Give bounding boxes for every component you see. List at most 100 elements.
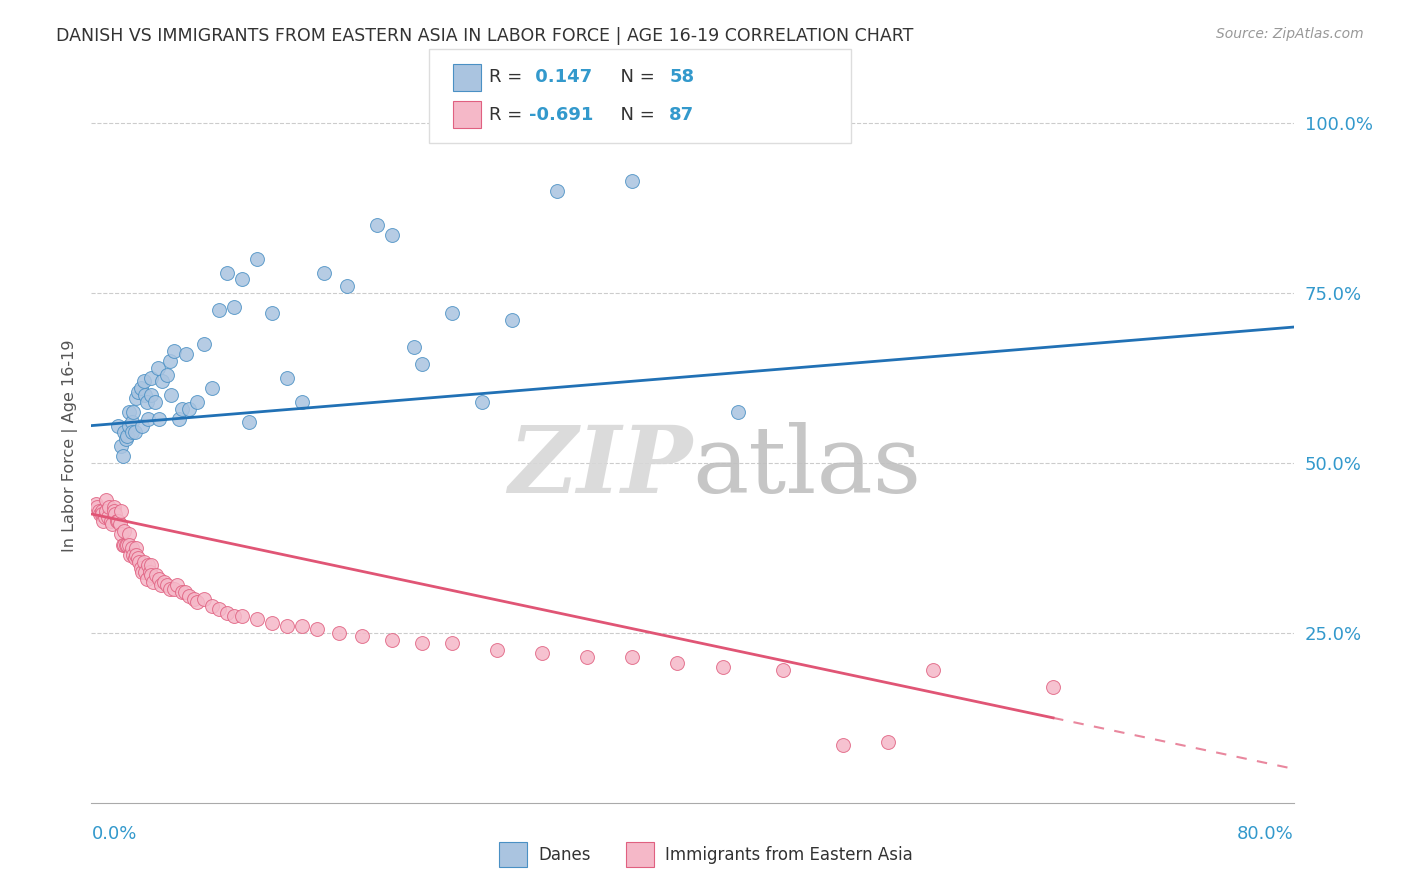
Point bbox=[440, 636, 463, 650]
Point bbox=[276, 619, 298, 633]
Text: DANISH VS IMMIGRANTS FROM EASTERN ASIA IN LABOR FORCE | AGE 16-19 CORRELATION CH: DANISH VS IMMIGRANTS FROM EASTERN ASIA I… bbox=[56, 27, 914, 45]
Point bbox=[193, 337, 215, 351]
Point bbox=[183, 591, 205, 606]
Point bbox=[155, 368, 177, 382]
Point bbox=[166, 578, 188, 592]
Point bbox=[208, 602, 231, 616]
Point bbox=[246, 612, 269, 626]
Point bbox=[727, 405, 749, 419]
Point bbox=[132, 555, 155, 569]
Point bbox=[138, 558, 160, 572]
Point bbox=[501, 313, 523, 327]
Point bbox=[238, 415, 260, 429]
Point bbox=[163, 343, 186, 358]
Point bbox=[177, 401, 200, 416]
Point bbox=[186, 595, 208, 609]
Text: Danes: Danes bbox=[538, 846, 591, 863]
Point bbox=[201, 381, 224, 395]
Text: -0.691: -0.691 bbox=[529, 105, 593, 123]
Point bbox=[159, 582, 181, 596]
Text: N =: N = bbox=[609, 105, 661, 123]
Point bbox=[167, 412, 190, 426]
Point bbox=[131, 565, 153, 579]
Text: atlas: atlas bbox=[692, 423, 922, 512]
Point bbox=[314, 266, 336, 280]
Point bbox=[163, 582, 186, 596]
Point bbox=[152, 574, 174, 589]
Point bbox=[411, 636, 433, 650]
Point bbox=[104, 507, 127, 521]
Point bbox=[86, 500, 108, 515]
Point bbox=[666, 657, 689, 671]
Point bbox=[107, 514, 129, 528]
Point bbox=[101, 517, 124, 532]
Point bbox=[170, 585, 193, 599]
Point bbox=[876, 734, 898, 748]
Point bbox=[110, 439, 132, 453]
Point bbox=[201, 599, 224, 613]
Point bbox=[291, 619, 314, 633]
Point bbox=[134, 565, 156, 579]
Point bbox=[193, 591, 215, 606]
Point bbox=[121, 541, 143, 555]
Point bbox=[145, 568, 167, 582]
Point bbox=[129, 561, 152, 575]
Point bbox=[404, 341, 426, 355]
Point bbox=[114, 537, 136, 551]
Point bbox=[621, 649, 644, 664]
Point bbox=[131, 418, 153, 433]
Point bbox=[114, 425, 136, 440]
Point bbox=[215, 606, 238, 620]
Text: 80.0%: 80.0% bbox=[1237, 825, 1294, 843]
Point bbox=[260, 306, 283, 320]
Point bbox=[143, 394, 166, 409]
Point bbox=[124, 425, 146, 440]
Point bbox=[115, 537, 138, 551]
Point bbox=[84, 497, 107, 511]
Point bbox=[141, 388, 163, 402]
Point bbox=[129, 381, 152, 395]
Point bbox=[114, 524, 136, 538]
Point bbox=[148, 572, 170, 586]
Point bbox=[96, 503, 118, 517]
Point bbox=[711, 660, 734, 674]
Point bbox=[224, 300, 246, 314]
Text: 58: 58 bbox=[669, 69, 695, 87]
Point bbox=[146, 360, 169, 375]
Point bbox=[139, 565, 162, 579]
Point bbox=[121, 425, 143, 440]
Text: N =: N = bbox=[609, 69, 661, 87]
Point bbox=[173, 585, 195, 599]
Point bbox=[136, 394, 159, 409]
Text: R =: R = bbox=[489, 105, 529, 123]
Text: 87: 87 bbox=[669, 105, 695, 123]
Point bbox=[148, 412, 170, 426]
Point bbox=[366, 218, 388, 232]
Point bbox=[100, 514, 122, 528]
Point bbox=[231, 608, 253, 623]
Point bbox=[111, 537, 134, 551]
Point bbox=[94, 510, 117, 524]
Point bbox=[150, 375, 173, 389]
Point bbox=[155, 578, 177, 592]
Point bbox=[160, 388, 183, 402]
Text: Immigrants from Eastern Asia: Immigrants from Eastern Asia bbox=[665, 846, 912, 863]
Point bbox=[111, 449, 134, 463]
Point bbox=[142, 574, 165, 589]
Point bbox=[486, 643, 509, 657]
Point bbox=[546, 184, 568, 198]
Point bbox=[231, 272, 253, 286]
Point bbox=[177, 589, 200, 603]
Point bbox=[1042, 680, 1064, 694]
Text: 0.147: 0.147 bbox=[529, 69, 592, 87]
Point bbox=[336, 279, 359, 293]
Text: R =: R = bbox=[489, 69, 529, 87]
Point bbox=[93, 514, 115, 528]
Point bbox=[125, 548, 148, 562]
Point bbox=[471, 394, 494, 409]
Point bbox=[141, 568, 163, 582]
Point bbox=[831, 738, 853, 752]
Point bbox=[127, 551, 149, 566]
Point bbox=[103, 500, 125, 515]
Point bbox=[125, 392, 148, 406]
